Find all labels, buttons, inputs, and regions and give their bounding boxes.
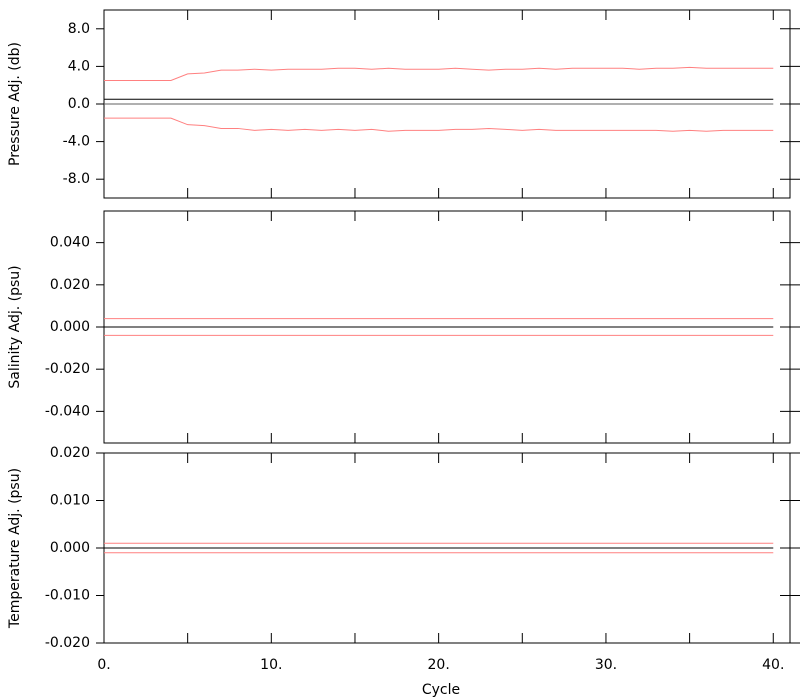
x-tick-label: 20. — [428, 657, 450, 673]
y-tick-label: -0.010 — [45, 588, 90, 604]
y-tick-label: 0.020 — [50, 445, 90, 461]
x-tick-label: 40. — [762, 657, 784, 673]
data-line — [104, 117, 774, 132]
y-tick-label: 0.040 — [50, 235, 90, 251]
y-axis-label: Pressure Adj. (db) — [7, 42, 23, 166]
x-axis-label: Cycle — [422, 682, 460, 698]
y-tick-label: 0.020 — [50, 277, 90, 293]
y-tick-label: 0.010 — [50, 493, 90, 509]
y-tick-label: 0.0 — [68, 96, 90, 112]
y-tick-label: 8.0 — [68, 21, 90, 37]
y-tick-label: 0.000 — [50, 319, 90, 335]
y-tick-label: -0.020 — [45, 361, 90, 377]
y-tick-label: 0.000 — [50, 540, 90, 556]
y-tick-label: -0.040 — [45, 403, 90, 419]
x-tick-label: 10. — [260, 657, 282, 673]
x-tick-label: 30. — [595, 657, 617, 673]
y-tick-label: -0.020 — [45, 635, 90, 651]
y-axis-label: Salinity Adj. (psu) — [7, 265, 23, 388]
x-tick-label: 0. — [97, 657, 110, 673]
y-tick-label: -4.0 — [63, 134, 90, 150]
y-axis-label: Temperature Adj. (psu) — [7, 468, 23, 629]
data-line — [104, 66, 774, 81]
y-tick-label: 4.0 — [68, 58, 90, 74]
y-tick-label: -8.0 — [63, 171, 90, 187]
